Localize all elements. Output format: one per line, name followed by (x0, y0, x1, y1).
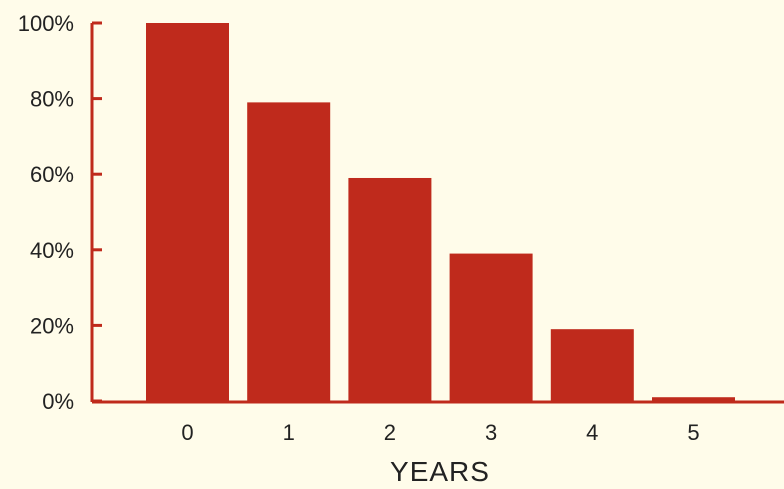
axes-layer (90, 23, 784, 404)
bar-5 (652, 397, 735, 401)
x-tick-label: 2 (384, 420, 396, 445)
x-tick-label: 0 (181, 420, 193, 445)
bar-0 (146, 23, 229, 401)
y-tick-label: 60% (30, 162, 74, 187)
bar-4 (550, 329, 634, 401)
x-tick-label: 4 (586, 420, 598, 445)
x-tick-label: 1 (283, 420, 295, 445)
y-tick-label: 0% (42, 389, 74, 414)
y-tick-label: 40% (30, 238, 74, 263)
y-tick-label: 100% (18, 11, 74, 36)
x-tick-label: 3 (485, 420, 497, 445)
bar-1 (247, 102, 331, 401)
y-tick-label: 80% (30, 87, 74, 112)
x-tick-labels: 0 1 2 3 4 5 (181, 420, 699, 445)
y-tick-label: 20% (30, 313, 74, 338)
x-axis-title: YEARS (390, 456, 490, 487)
bars-layer (146, 23, 735, 401)
bar-2 (348, 177, 432, 401)
bar-3 (449, 253, 533, 401)
x-tick-label: 5 (687, 420, 699, 445)
y-ticks: 0% 20% 40% 60% 80% 100% (18, 11, 102, 414)
